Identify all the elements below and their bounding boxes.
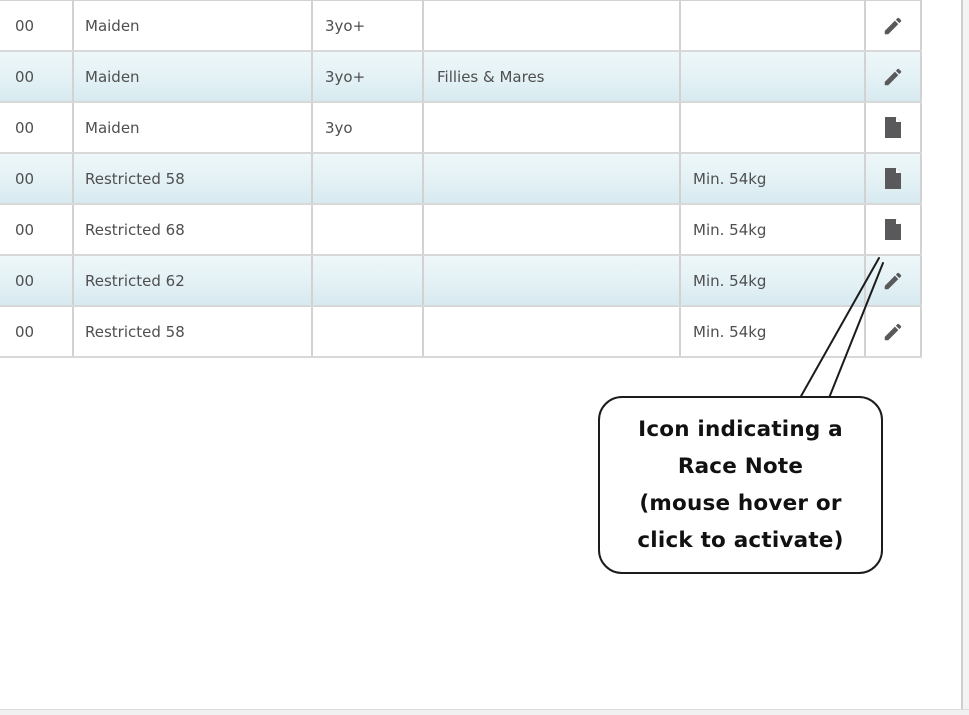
table-row: 00 Maiden 3yo+ bbox=[0, 1, 922, 52]
race-age-cell: 3yo bbox=[313, 103, 424, 152]
race-weight-cell bbox=[681, 1, 866, 50]
race-class-cell: Restricted 58 bbox=[74, 307, 313, 356]
race-time-cell: 00 bbox=[0, 307, 74, 356]
race-weight-cell: Min. 54kg bbox=[681, 154, 866, 203]
race-weight-cell bbox=[681, 52, 866, 101]
race-class-cell: Restricted 58 bbox=[74, 154, 313, 203]
race-conditions-cell bbox=[424, 1, 681, 50]
race-age-cell: 3yo+ bbox=[313, 1, 424, 50]
edit-pencil-icon[interactable] bbox=[866, 1, 922, 50]
race-age-cell: 3yo+ bbox=[313, 52, 424, 101]
race-age-cell bbox=[313, 307, 424, 356]
callout-line: Race Note bbox=[677, 454, 804, 479]
race-note-icon[interactable] bbox=[866, 103, 922, 152]
race-class-cell: Maiden bbox=[74, 52, 313, 101]
races-table: 00 Maiden 3yo+ 00 Maiden 3yo+ Fillies & … bbox=[0, 0, 922, 358]
race-weight-cell: Min. 54kg bbox=[681, 205, 866, 254]
table-row: 00 Restricted 62 Min. 54kg bbox=[0, 256, 922, 307]
race-note-icon[interactable] bbox=[866, 154, 922, 203]
race-class-cell: Restricted 62 bbox=[74, 256, 313, 305]
race-note-callout: Icon indicating a Race Note (mouse hover… bbox=[598, 396, 883, 574]
race-conditions-cell bbox=[424, 154, 681, 203]
race-time-cell: 00 bbox=[0, 205, 74, 254]
table-row: 00 Restricted 58 Min. 54kg bbox=[0, 307, 922, 358]
race-class-cell: Maiden bbox=[74, 103, 313, 152]
race-conditions-cell bbox=[424, 256, 681, 305]
page-right-margin bbox=[963, 0, 969, 710]
race-age-cell bbox=[313, 154, 424, 203]
callout-line: click to activate) bbox=[637, 528, 844, 553]
callout-line: (mouse hover or bbox=[639, 491, 842, 516]
race-time-cell: 00 bbox=[0, 256, 74, 305]
table-row: 00 Maiden 3yo bbox=[0, 103, 922, 154]
race-conditions-cell: Fillies & Mares bbox=[424, 52, 681, 101]
race-time-cell: 00 bbox=[0, 1, 74, 50]
window-bottom-edge bbox=[0, 709, 969, 715]
edit-pencil-icon[interactable] bbox=[866, 307, 922, 356]
race-time-cell: 00 bbox=[0, 52, 74, 101]
race-weight-cell bbox=[681, 103, 866, 152]
race-weight-cell: Min. 54kg bbox=[681, 256, 866, 305]
edit-pencil-icon[interactable] bbox=[866, 52, 922, 101]
callout-line: Icon indicating a bbox=[638, 417, 843, 442]
race-class-cell: Maiden bbox=[74, 1, 313, 50]
race-note-icon[interactable] bbox=[866, 205, 922, 254]
race-conditions-cell bbox=[424, 103, 681, 152]
table-row: 00 Restricted 68 Min. 54kg bbox=[0, 205, 922, 256]
table-row: 00 Restricted 58 Min. 54kg bbox=[0, 154, 922, 205]
race-conditions-cell bbox=[424, 307, 681, 356]
race-time-cell: 00 bbox=[0, 103, 74, 152]
race-weight-cell: Min. 54kg bbox=[681, 307, 866, 356]
edit-pencil-icon[interactable] bbox=[866, 256, 922, 305]
race-time-cell: 00 bbox=[0, 154, 74, 203]
race-age-cell bbox=[313, 256, 424, 305]
page-right-border bbox=[961, 0, 963, 710]
race-conditions-cell bbox=[424, 205, 681, 254]
table-row: 00 Maiden 3yo+ Fillies & Mares bbox=[0, 52, 922, 103]
race-class-cell: Restricted 68 bbox=[74, 205, 313, 254]
race-age-cell bbox=[313, 205, 424, 254]
